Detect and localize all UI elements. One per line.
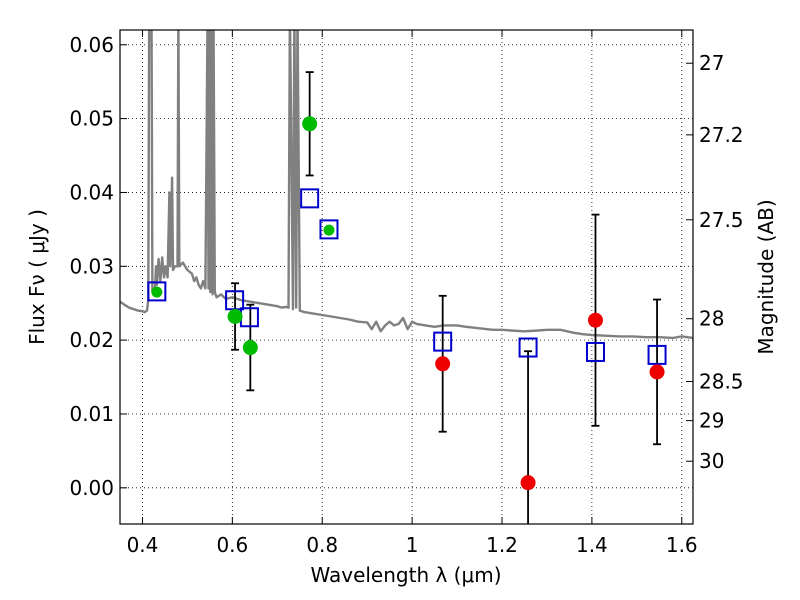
x-tick-label: 1.4 — [576, 533, 608, 557]
ir-measurement-point — [435, 356, 451, 372]
detection-point — [227, 309, 243, 325]
y-tick-label: 0.02 — [69, 328, 114, 352]
model-photometry-square — [433, 331, 453, 352]
detection-point — [323, 224, 335, 236]
right-tick-label: 27.2 — [699, 123, 744, 147]
y-tick-label: 0.05 — [69, 107, 114, 131]
x-axis-label: Wavelength λ (μm) — [310, 563, 501, 587]
ir-measurement-point — [520, 475, 536, 491]
right-tick-label: 27 — [699, 51, 724, 75]
right-axis-label: Magnitude (AB) — [754, 199, 778, 354]
detection-point — [242, 340, 258, 356]
y-tick-label: 0.03 — [69, 254, 114, 278]
detection-point — [151, 286, 163, 298]
right-tick-label: 29 — [699, 409, 724, 433]
right-tick-label: 27.5 — [699, 208, 744, 232]
model-photometry-square — [319, 219, 339, 240]
model-spectrum-line — [120, 30, 693, 340]
model-photometry-square — [518, 337, 538, 358]
x-tick-label: 1.2 — [486, 533, 518, 557]
y-tick-label: 0.06 — [69, 33, 114, 57]
right-tick-label: 28.5 — [699, 369, 744, 393]
model-photometry-square — [300, 188, 320, 209]
axis-ticks: 0.4 0.6 0.8 1 1.2 1.4 1.6 0.00 0.01 0.02 0.03 0.04 0… — [69, 30, 744, 557]
ir-measurement-point — [587, 312, 603, 328]
x-tick-label: 1 — [406, 533, 419, 557]
y-tick-label: 0.00 — [69, 476, 114, 500]
detection-point — [302, 116, 318, 132]
right-tick-label: 28 — [699, 307, 724, 331]
ir-measurement-point — [649, 364, 665, 380]
x-tick-label: 1.6 — [666, 533, 698, 557]
plot-frame — [119, 29, 694, 525]
model-photometry-square — [147, 281, 167, 302]
y-tick-label: 0.04 — [69, 180, 114, 204]
y-tick-label: 0.01 — [69, 402, 114, 426]
plot-area — [120, 30, 693, 524]
model-photometry-square — [585, 341, 605, 362]
x-tick-label: 0.4 — [127, 533, 159, 557]
model-photometry-square — [647, 344, 667, 365]
right-tick-label: 30 — [699, 449, 724, 473]
x-tick-label: 0.6 — [216, 533, 248, 557]
y-axis-label: Flux Fν ( μJy ) — [25, 209, 49, 345]
x-tick-label: 0.8 — [306, 533, 338, 557]
